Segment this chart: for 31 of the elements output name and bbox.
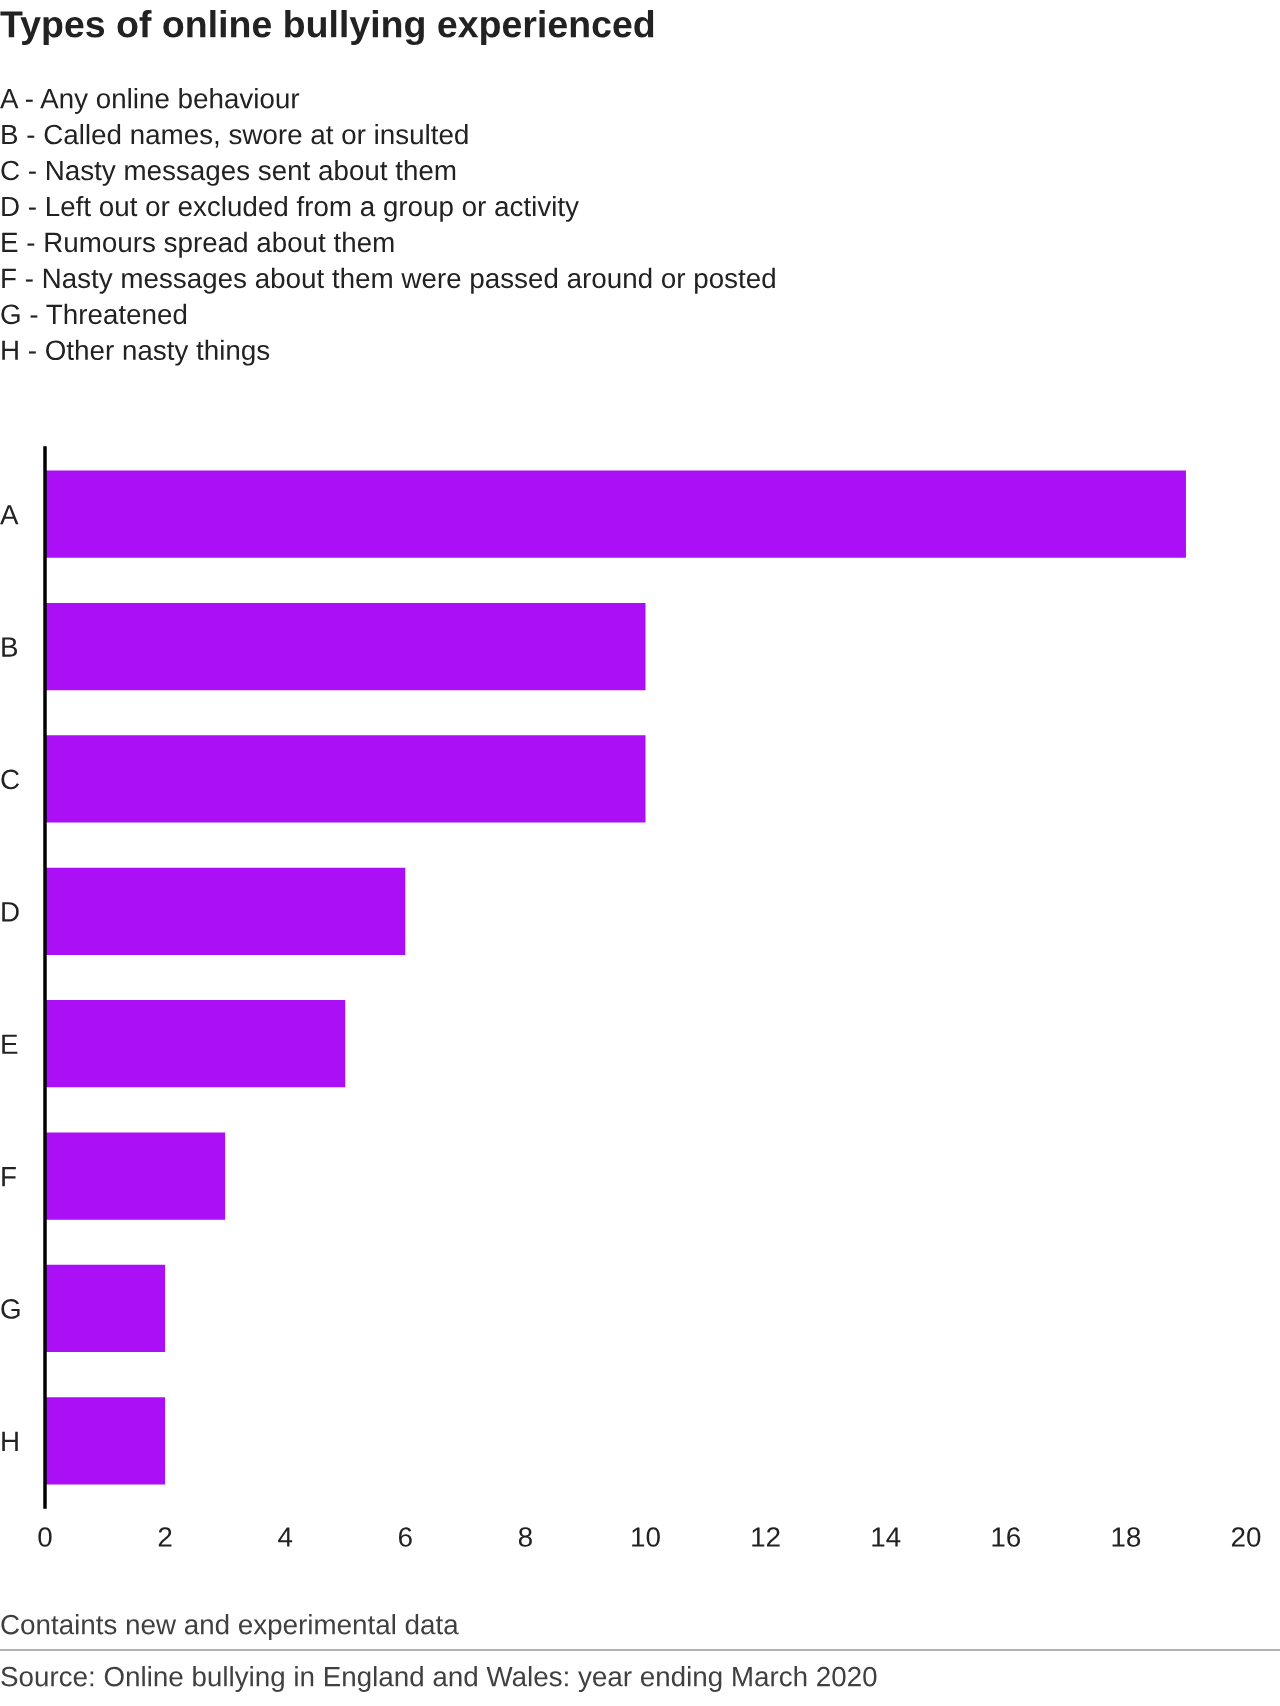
x-tick-label: 0 xyxy=(38,1527,52,1547)
bar xyxy=(45,470,1186,558)
x-tick-label: 18 xyxy=(1112,1527,1141,1547)
x-tick-label: 6 xyxy=(398,1527,412,1547)
x-tick-label: 16 xyxy=(992,1527,1021,1547)
bar xyxy=(45,1132,226,1220)
x-tick-label: 4 xyxy=(278,1527,293,1547)
x-tick-label: 8 xyxy=(518,1527,532,1547)
x-tick-label: 10 xyxy=(632,1527,660,1547)
y-tick-label: B xyxy=(2,637,18,657)
bar xyxy=(45,1397,166,1485)
y-tick-label: E xyxy=(2,1034,18,1054)
bar xyxy=(45,1000,346,1088)
y-tick-label: F xyxy=(2,1167,16,1187)
x-tick-label: 2 xyxy=(158,1527,172,1547)
bar xyxy=(45,867,406,955)
x-tick-label: 12 xyxy=(752,1527,780,1547)
x-tick-label: 20 xyxy=(1231,1527,1261,1547)
source-note: Source: Online bullying in England and Wales: year ending March 2020 xyxy=(1,1666,877,1692)
y-tick-label: D xyxy=(2,902,19,922)
chart-subtitle: A - Any online behaviour B - Called names, swore at or insulted C - Nasty messages sent about them D - Left out or excluded from a group or activity E - Rumours spread about them F - Nasty messages about them were passed around or posted G - Threatened H - Other nasty things xyxy=(0,88,775,366)
y-tick-label: A xyxy=(0,505,19,525)
x-tick-label: 14 xyxy=(872,1527,901,1547)
y-tick-label: G xyxy=(1,1299,20,1319)
chart-title: Types of online bullying experienced xyxy=(0,10,654,46)
text: Containts new and experimental data xyxy=(1,1614,459,1640)
y-tick-label: H xyxy=(2,1431,18,1451)
bar xyxy=(45,602,646,691)
bar xyxy=(45,735,646,823)
y-tick-label: C xyxy=(1,769,19,790)
bar xyxy=(45,1264,166,1353)
